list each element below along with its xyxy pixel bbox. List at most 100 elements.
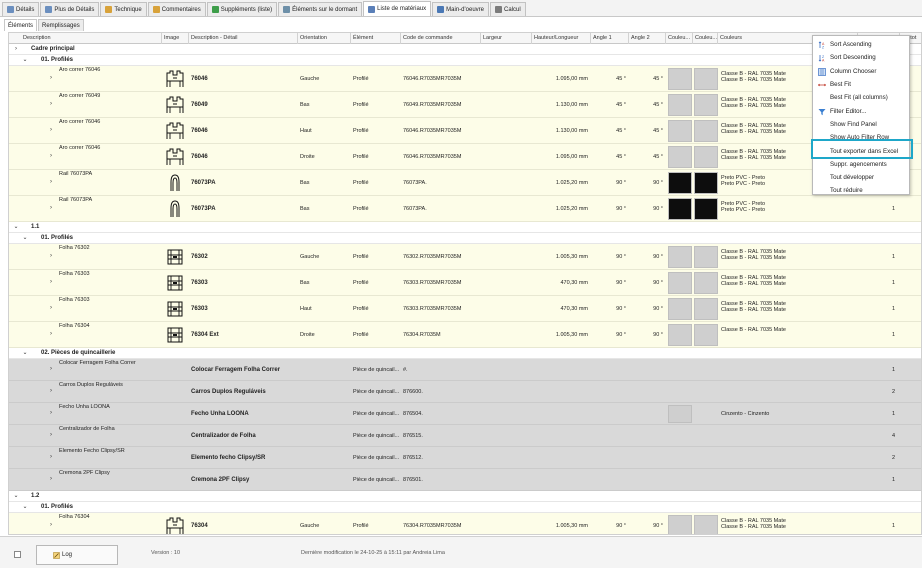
table-row[interactable]: › Carros Duplos Reguláveis Carros Duplos R… xyxy=(9,381,921,403)
subtab-1[interactable]: Remplissages xyxy=(38,19,84,31)
group-row[interactable]: ⌄ 01. Profilés xyxy=(9,55,921,66)
column-header[interactable]: Hauteur/Longueur xyxy=(532,33,591,44)
row-expand-icon[interactable]: › xyxy=(50,253,52,259)
order-code-cell: 876600. xyxy=(403,388,423,395)
context-menu-item[interactable]: Show Auto Filter Row xyxy=(813,131,909,144)
context-menu-item[interactable]: Tout exporter dans Excel xyxy=(813,145,909,158)
tab-6[interactable]: Liste de matériaux xyxy=(363,1,432,16)
color-line: Classe B - RAL 7035 Mate xyxy=(721,129,786,135)
row-expand-icon[interactable]: › xyxy=(50,101,52,107)
expand-caret-icon[interactable]: ⌄ xyxy=(22,57,28,63)
group-row[interactable]: ⌄ 01. Profilés xyxy=(9,502,921,513)
row-expand-icon[interactable]: › xyxy=(50,305,52,311)
tab-1[interactable]: Plus de Détails xyxy=(40,2,100,16)
row-expand-icon[interactable]: › xyxy=(50,75,52,81)
color-swatch xyxy=(694,515,718,534)
order-code-cell: 876512. xyxy=(403,454,423,461)
tab-7[interactable]: Main-d'oeuvre xyxy=(432,2,490,16)
quantity-cell: 1 xyxy=(891,253,895,260)
row-expand-icon[interactable]: › xyxy=(50,476,52,482)
row-expand-icon[interactable]: › xyxy=(50,366,52,372)
color-swatch xyxy=(694,272,718,294)
group-row[interactable]: ⌄ 01. Profilés xyxy=(9,233,921,244)
expand-caret-icon[interactable]: ⌄ xyxy=(22,235,28,241)
description-cell: Aro correr 76049 xyxy=(59,93,101,99)
row-expand-icon[interactable]: › xyxy=(50,279,52,285)
context-menu-item[interactable]: Filter Editor... xyxy=(813,105,909,118)
column-header[interactable]: Élément xyxy=(351,33,401,44)
context-menu-item[interactable]: Suppr. agencements xyxy=(813,158,909,171)
tab-0[interactable]: Détails xyxy=(2,2,40,16)
table-row[interactable]: › Folha 76302 76302 Gauche Profilé 76302.R703… xyxy=(9,244,921,270)
profile-section-icon xyxy=(167,327,183,343)
tab-2[interactable]: Technique xyxy=(100,2,147,16)
log-button[interactable]: Log xyxy=(36,545,118,565)
tab-3[interactable]: Commentaires xyxy=(147,2,206,16)
expand-caret-icon[interactable]: ⌄ xyxy=(22,350,28,356)
table-row[interactable]: › Centralizador de Folha Centralizador de … xyxy=(9,425,921,447)
context-menu-item[interactable]: Best Fit (all columns) xyxy=(813,91,909,104)
context-menu-item[interactable]: Z A Sort Descending xyxy=(813,51,909,64)
subtab-0[interactable]: Éléments xyxy=(4,19,38,31)
group-row[interactable]: ⌄ 1.1 xyxy=(9,222,921,233)
column-header[interactable]: Description xyxy=(21,33,162,44)
column-header[interactable]: Code de commande xyxy=(401,33,481,44)
color-swatch xyxy=(668,172,692,194)
context-menu-item[interactable]: Tout développer xyxy=(813,171,909,184)
column-header[interactable]: Angle 2 xyxy=(629,33,666,44)
row-expand-icon[interactable]: › xyxy=(50,331,52,337)
table-row[interactable]: › Fecho Unha LOONA Fecho Unha LOONA Pièce d… xyxy=(9,403,921,425)
row-expand-icon[interactable]: › xyxy=(50,432,52,438)
table-row[interactable]: › Aro correr 76049 76049 Bas Profilé 76049.R7… xyxy=(9,92,921,118)
row-expand-icon[interactable]: › xyxy=(50,388,52,394)
expand-caret-icon[interactable]: ⌄ xyxy=(22,504,28,510)
table-row[interactable]: › Rail 76073PA 76073PA Bas Profilé 76073PA. 1.… xyxy=(9,170,921,196)
context-menu-item[interactable]: Show Find Panel xyxy=(813,118,909,131)
table-row[interactable]: › Elemento Fecho Clipsy/SR Elemento fecho … xyxy=(9,447,921,469)
row-expand-icon[interactable]: › xyxy=(50,522,52,528)
context-menu-item[interactable]: Tout réduire xyxy=(813,184,909,197)
description-cell: Folha 76303 xyxy=(59,271,90,277)
expand-caret-icon[interactable]: ⌄ xyxy=(13,224,19,230)
column-header[interactable]: Description - Détail xyxy=(189,33,298,44)
quantity-cell: 1 xyxy=(891,476,895,483)
row-expand-icon[interactable]: › xyxy=(50,205,52,211)
table-row[interactable]: › Aro correr 76046 76046 Haut Profilé 76046.R… xyxy=(9,118,921,144)
length-cell: 1.025,20 mm xyxy=(555,205,588,212)
context-menu-item[interactable]: A Z Sort Ascending xyxy=(813,38,909,51)
table-row[interactable]: › Aro correr 76046 76046 Droite Profilé 76046… xyxy=(9,144,921,170)
table-row[interactable]: › Rail 76073PA 76073PA Bas Profilé 76073PA. 1.… xyxy=(9,196,921,222)
column-header[interactable]: Couleu... xyxy=(693,33,718,44)
group-row[interactable]: ⌄ 02. Pièces de quincaillerie xyxy=(9,348,921,359)
group-row[interactable]: › Cadre principal xyxy=(9,44,921,55)
plus-circle-icon xyxy=(211,6,219,13)
column-header[interactable]: Couleu... xyxy=(666,33,693,44)
row-expand-icon[interactable]: › xyxy=(50,127,52,133)
row-expand-icon[interactable]: › xyxy=(50,454,52,460)
table-row[interactable]: › Folha 76304 76304 Ext Droite Profilé 76304.… xyxy=(9,322,921,348)
tab-5[interactable]: Éléments sur le dormant xyxy=(278,2,363,16)
color-line: Classe B - RAL 7035 Mate xyxy=(721,307,786,313)
table-row[interactable]: › Folha 76303 76303 Bas Profilé 76303.R7035MR… xyxy=(9,270,921,296)
context-menu-item[interactable]: Best Fit xyxy=(813,78,909,91)
tab-4[interactable]: Suppléments (liste) xyxy=(206,2,278,16)
table-row[interactable]: › Folha 76303 76303 Haut Profilé 76303.R7035M… xyxy=(9,296,921,322)
group-row[interactable]: ⌄ 1.2 xyxy=(9,491,921,502)
table-row[interactable]: › Folha 76304 76304 Gauche Profilé 76304.R703… xyxy=(9,513,921,534)
column-header[interactable]: Image xyxy=(162,33,189,44)
expand-caret-icon[interactable]: ⌄ xyxy=(13,493,19,499)
expand-caret-icon[interactable]: › xyxy=(15,46,17,52)
column-header[interactable]: Orientation xyxy=(298,33,351,44)
row-expand-icon[interactable]: › xyxy=(50,179,52,185)
tab-8[interactable]: Calcul xyxy=(490,2,526,16)
column-header[interactable]: Largeur xyxy=(481,33,532,44)
column-header[interactable]: Angle 1 xyxy=(591,33,629,44)
table-row[interactable]: › Cremona 2PF Clipsy Cremona 2PF Clipsy Piè… xyxy=(9,469,921,491)
row-expand-icon[interactable]: › xyxy=(50,410,52,416)
context-menu: A Z Sort Ascending Z A Sort Descending Column … xyxy=(812,35,910,195)
context-menu-item[interactable]: Column Chooser xyxy=(813,65,909,78)
row-expand-icon[interactable]: › xyxy=(50,153,52,159)
status-checkbox[interactable] xyxy=(14,551,21,558)
table-row[interactable]: › Colocar Ferragem Folha Correr Colocar Fe… xyxy=(9,359,921,381)
table-row[interactable]: › Aro correr 76046 76046 Gauche Profilé 76046… xyxy=(9,66,921,92)
